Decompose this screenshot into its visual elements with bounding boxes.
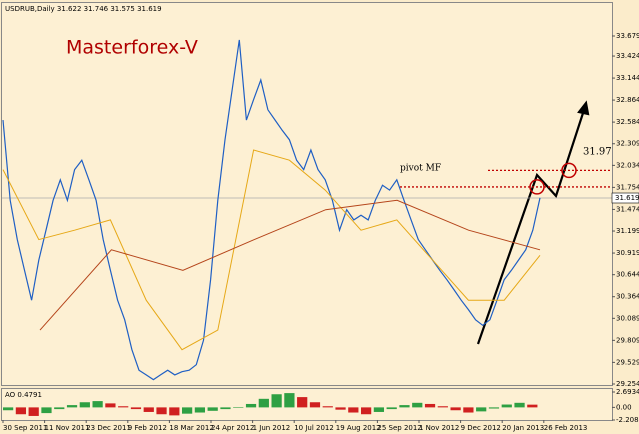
ao-bar xyxy=(220,407,231,410)
ao-bar xyxy=(15,407,27,415)
y-tick-label: 31.474 xyxy=(616,205,639,213)
ao-bar xyxy=(527,404,538,408)
ao-bar xyxy=(437,406,448,408)
ao-bar xyxy=(207,407,218,411)
ao-bar xyxy=(335,407,346,410)
x-tick-label: 30 Sep 2011 xyxy=(3,424,47,432)
ao-bar xyxy=(488,407,500,409)
price-line xyxy=(2,149,541,351)
ao-bar xyxy=(169,407,180,416)
ao-bar xyxy=(258,398,269,408)
ao-tick-label: -2.2086 xyxy=(616,416,639,424)
price-line xyxy=(2,39,541,381)
y-tick-label: 33.144 xyxy=(616,74,639,82)
ao-bar xyxy=(386,407,397,410)
y-tick-label: 30.089 xyxy=(616,314,639,322)
arrows xyxy=(476,100,590,345)
y-tick-label: 33.679 xyxy=(616,32,639,40)
y-tick-label: 31.754 xyxy=(616,183,639,191)
ao-tick-label: 0.00 xyxy=(616,403,632,411)
last-price-label: 31.619 xyxy=(615,194,639,202)
level-label: pivot MF xyxy=(400,164,441,174)
watermark: Masterforex-V xyxy=(66,37,198,59)
ao-bar xyxy=(297,397,308,408)
ao-bar xyxy=(309,402,321,408)
ao-bar xyxy=(463,407,474,413)
ao-bar xyxy=(450,407,461,411)
ao-bar xyxy=(28,407,39,416)
y-tick-label: 32.584 xyxy=(616,118,639,126)
y-tick-label: 32.309 xyxy=(616,140,639,148)
ao-bar xyxy=(54,407,65,410)
ao-bar xyxy=(501,404,512,408)
ao-bar xyxy=(3,407,14,411)
ao-bar xyxy=(41,407,52,414)
y-tick-label: 30.919 xyxy=(616,249,639,257)
ao-bar xyxy=(92,401,103,408)
ao-tick-label: 2.6934 xyxy=(616,388,639,396)
arrow-head xyxy=(577,100,590,116)
ao-title: AO 0.4791 xyxy=(5,391,42,399)
x-tick-label: 23 Dec 2011 xyxy=(86,424,131,432)
x-tick-label: 19 Aug 2012 xyxy=(336,424,381,432)
y-tick-label: 29.809 xyxy=(616,336,639,344)
price-line xyxy=(39,199,541,331)
ao-bar xyxy=(182,407,193,414)
ao-bar xyxy=(194,407,206,413)
x-tick-label: 24 Apr 2012 xyxy=(211,424,254,432)
main-panel xyxy=(1,2,613,386)
x-tick-label: 10 Jul 2012 xyxy=(294,424,334,432)
ao-bar xyxy=(361,407,372,415)
y-tick-label: 31.199 xyxy=(616,227,639,235)
y-tick-label: 33.424 xyxy=(616,52,639,60)
ao-bar xyxy=(245,403,257,408)
ao-bar xyxy=(284,393,295,408)
y-tick-label: 29.529 xyxy=(616,358,639,366)
last-price-box xyxy=(611,192,639,204)
projection-arrow xyxy=(476,109,586,345)
ao-bar xyxy=(322,406,333,408)
x-tick-label: 18 Mar 2012 xyxy=(169,424,213,432)
x-tick-label: 25 Sep 2012 xyxy=(377,424,421,432)
ao-bar xyxy=(143,407,154,412)
ao-bar xyxy=(79,402,90,408)
ao-bar xyxy=(514,402,525,408)
y-tick-label: 32.864 xyxy=(616,96,639,104)
ao-bar xyxy=(399,405,410,408)
x-tick-label: 1 Nov 2012 xyxy=(419,424,459,432)
ao-bar xyxy=(130,407,142,410)
y-tick-label: 30.644 xyxy=(616,271,639,279)
ao-bar xyxy=(424,403,436,408)
pivot-circle xyxy=(529,179,545,195)
x-tick-label: 20 Jan 2013 xyxy=(502,424,544,432)
level-label: 31.97 xyxy=(583,147,612,158)
ao-bar xyxy=(412,402,423,408)
y-tick-label: 29.254 xyxy=(616,380,639,388)
ao-bar xyxy=(233,407,244,408)
x-tick-label: 11 Nov 2011 xyxy=(45,424,90,432)
ao-bar xyxy=(105,403,116,408)
x-tick-label: 9 Feb 2012 xyxy=(128,424,167,432)
y-tick-label: 30.364 xyxy=(616,293,639,301)
ao-bar xyxy=(476,407,487,412)
ao-bar xyxy=(156,407,167,415)
level-circle xyxy=(561,162,577,179)
x-tick-label: 1 Jun 2012 xyxy=(253,424,291,432)
y-tick-label: 32.034 xyxy=(616,161,639,169)
ao-bar xyxy=(118,406,129,408)
x-tick-label: 9 Dec 2012 xyxy=(461,424,501,432)
ao-bar xyxy=(66,405,78,408)
x-tick-label: 26 Feb 2013 xyxy=(544,424,588,432)
ao-bar xyxy=(373,407,385,412)
ao-bar xyxy=(348,407,359,413)
ao-bar xyxy=(271,394,282,408)
chart-title: USDRUB,Daily 31.622 31.746 31.575 31.619 xyxy=(5,5,162,13)
